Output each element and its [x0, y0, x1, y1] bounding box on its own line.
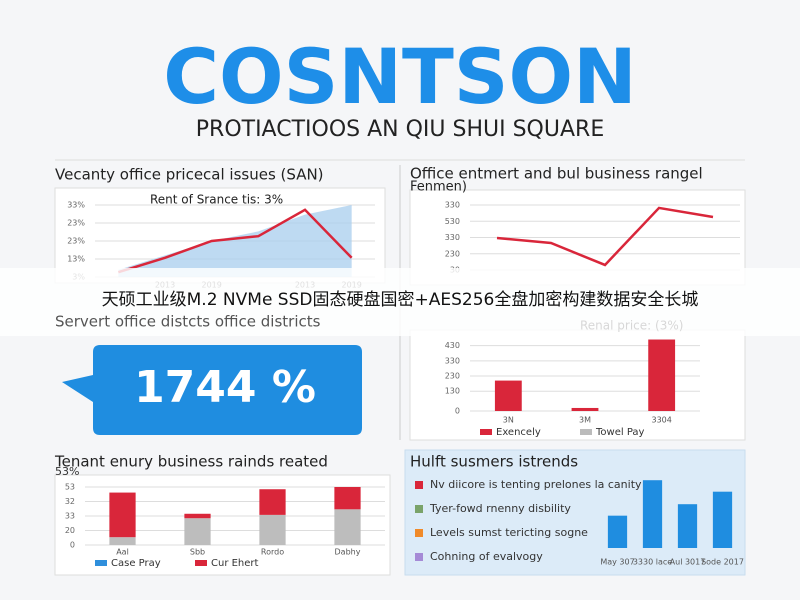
- y-tick-label: 530: [445, 217, 460, 226]
- legend-swatch: [580, 429, 592, 435]
- x-tick-label: 3330 lace: [633, 558, 672, 567]
- y-tick-label: 23%: [67, 237, 85, 246]
- note-bullet: [415, 553, 423, 561]
- bar: [334, 487, 361, 510]
- x-tick-label: Dabhy: [335, 548, 361, 557]
- bar: [642, 480, 663, 548]
- trend-notes: Nv diicore is tenting prelones la canity…: [415, 478, 642, 563]
- y-tick-label: 23%: [67, 219, 85, 228]
- bar: [607, 515, 628, 548]
- legend-label: Exencely: [496, 427, 541, 438]
- legend-swatch: [480, 429, 492, 435]
- bar: [334, 509, 361, 545]
- section-heading: Fenmen): [410, 180, 467, 195]
- y-tick-label: 330: [445, 201, 460, 210]
- panel: [409, 329, 746, 441]
- banner-text: 天硕工业级M.2 NVMe SSD固态硬盘国密+AES256全盘加密构建数据安全…: [102, 290, 699, 310]
- legend-label: Cur Ehert: [211, 558, 259, 569]
- note-bullet: [415, 505, 423, 513]
- x-tick-label: 3304: [651, 416, 671, 425]
- y-tick-label: 430: [445, 341, 460, 350]
- y-tick-label: 230: [445, 372, 460, 381]
- callout-value: 1744 %: [134, 362, 316, 413]
- bar: [648, 339, 676, 411]
- bar: [677, 504, 698, 548]
- x-tick-label: Rordo: [261, 548, 284, 557]
- legend-label: Case Pray: [111, 558, 161, 569]
- panel: [54, 474, 391, 576]
- section-heading: Vecanty office pricecal issues (SAN): [55, 166, 324, 184]
- y-tick-label: 33: [65, 512, 75, 521]
- y-tick-label: 0: [455, 407, 460, 416]
- legend-swatch: [195, 560, 207, 566]
- main-title: COSNTSON: [163, 32, 637, 121]
- x-tick-label: May 307: [600, 558, 634, 567]
- bar: [109, 492, 136, 538]
- y-tick-label: 33%: [67, 201, 85, 210]
- bar: [259, 514, 286, 545]
- note-text: Tyer-fowd rnenny disbility: [429, 502, 571, 515]
- section-heading: Servert office distcts office districts: [55, 313, 321, 331]
- banner-band: [0, 268, 800, 336]
- y-axis-label: 53%: [55, 465, 79, 478]
- x-tick-label: 3N: [503, 416, 514, 425]
- bar: [184, 518, 211, 545]
- bar: [259, 489, 286, 515]
- x-tick-label: Sode 2017: [701, 558, 744, 567]
- bar: [109, 537, 136, 545]
- y-tick-label: 0: [70, 541, 75, 550]
- y-tick-label: 330: [445, 356, 460, 365]
- y-tick-label: 32: [65, 497, 75, 506]
- area: [118, 205, 352, 277]
- bar: [184, 513, 211, 519]
- note-bullet: [415, 529, 423, 537]
- y-tick-label: 330: [445, 233, 460, 242]
- callout-bubble: [62, 345, 362, 435]
- bar: [712, 491, 733, 548]
- line: [496, 206, 714, 267]
- section-heading: Tenant enury business rainds reated: [54, 453, 328, 471]
- y-tick-label: 53: [65, 483, 75, 492]
- bar: [494, 380, 522, 411]
- section-heading: Hulft susmers istrends: [410, 453, 578, 471]
- section-heading: Office entmert and bul business rangel: [410, 165, 703, 183]
- subtitle: PROTIACTIOOS AN QIU SHUI SQUARE: [196, 117, 604, 142]
- y-tick-label: 130: [445, 387, 460, 396]
- note-text: Levels sumst tericting sogne: [430, 526, 588, 539]
- legend-label: Towel Pay: [595, 427, 645, 438]
- x-tick-label: 3M: [579, 416, 591, 425]
- chart-title: Rent of Srance tis: 3%: [150, 193, 283, 207]
- x-tick-label: Sbb: [190, 548, 205, 557]
- y-tick-label: 13%: [67, 255, 85, 264]
- y-tick-label: 20: [65, 526, 75, 535]
- y-tick-label: 230: [445, 249, 460, 258]
- x-tick-label: Aal: [116, 548, 129, 557]
- line: [117, 208, 353, 274]
- x-tick-label: Aul 3017: [670, 558, 706, 567]
- note-bullet: [415, 481, 423, 489]
- note-text: Nv diicore is tenting prelones la canity: [430, 478, 642, 491]
- bar: [571, 407, 599, 411]
- note-text: Cohning of evalvogy: [430, 550, 543, 563]
- legend-swatch: [95, 560, 107, 566]
